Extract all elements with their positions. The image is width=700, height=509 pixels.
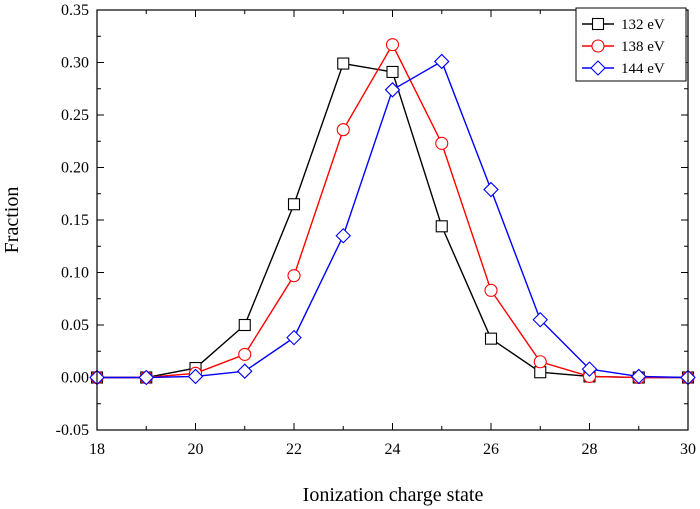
data-point [532, 311, 549, 328]
legend: 132 eV 138 eV 144 eV [575, 7, 687, 82]
legend-swatch-marker [591, 39, 605, 53]
series-diamond [89, 53, 696, 386]
data-point [435, 136, 449, 150]
y-axis-title: Fraction [1, 187, 23, 254]
y-tick-label: 0.05 [61, 317, 89, 334]
data-point [435, 220, 448, 233]
legend-label: 144 eV [621, 61, 665, 77]
series-layer [89, 38, 696, 386]
y-tick-label: 0.35 [61, 2, 89, 19]
x-tick-label: 30 [680, 441, 696, 458]
data-point [335, 227, 352, 244]
legend-item: 132 eV [582, 17, 665, 33]
data-point [484, 283, 498, 297]
legend-item: 144 eV [582, 60, 665, 77]
series-line [97, 62, 688, 379]
data-point [238, 347, 252, 361]
data-point [138, 369, 155, 386]
data-point [433, 53, 450, 70]
y-tick-label: 0.00 [61, 370, 89, 387]
x-tick-label: 24 [385, 441, 401, 458]
data-point [287, 198, 301, 211]
data-point [581, 361, 598, 377]
legend-swatch-marker [591, 17, 605, 31]
legend-item: 138 eV [582, 39, 665, 55]
y-tick-label: 0.30 [61, 55, 89, 72]
x-axis-ticks: 18 20 22 24 26 28 30 [89, 10, 696, 458]
data-point [533, 355, 547, 369]
series-square [90, 57, 695, 384]
x-tick-label: 28 [582, 441, 598, 458]
y-tick-label: 0.10 [61, 265, 89, 282]
data-point [384, 82, 401, 98]
x-tick-label: 26 [483, 441, 499, 458]
x-tick-label: 18 [89, 441, 105, 458]
x-axis-title: Ionization charge state [303, 484, 484, 506]
legend-label: 138 eV [621, 39, 665, 55]
data-point [236, 363, 253, 379]
data-point [483, 181, 499, 198]
y-axis-ticks: -0.05 0.00 0.05 0.10 0.15 0.20 0.25 0.30 0.35 [56, 2, 688, 439]
plot-frame [96, 9, 689, 431]
data-point [336, 123, 350, 137]
data-point [287, 269, 301, 283]
y-tick-label: 0.25 [61, 107, 89, 124]
data-point [630, 368, 647, 385]
data-point [187, 368, 204, 385]
data-point [484, 332, 498, 345]
y-tick-label: -0.05 [56, 422, 89, 439]
series-line [97, 60, 689, 379]
legend-swatch-marker [590, 60, 606, 76]
x-tick-label: 20 [188, 441, 204, 458]
data-point [534, 366, 547, 379]
data-point [337, 57, 350, 70]
data-point [385, 38, 400, 52]
y-tick-label: 0.20 [61, 160, 89, 177]
data-point [286, 329, 302, 346]
data-point [238, 318, 251, 332]
y-tick-label: 0.15 [61, 212, 89, 229]
legend-label: 132 eV [621, 17, 665, 33]
data-point [386, 65, 399, 78]
x-tick-label: 22 [286, 441, 302, 458]
